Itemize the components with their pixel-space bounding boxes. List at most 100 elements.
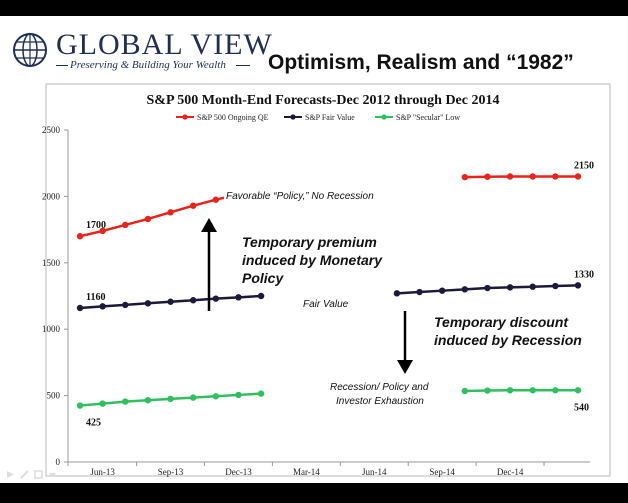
series-point xyxy=(99,400,106,407)
series-point xyxy=(529,283,536,290)
series-point xyxy=(484,284,491,292)
annotation-premium-2: induced by Monetary xyxy=(242,252,383,268)
series-point xyxy=(189,202,197,209)
series-point xyxy=(484,387,491,394)
series-point xyxy=(212,295,220,302)
brand-rule xyxy=(56,65,68,66)
series-point xyxy=(189,394,197,401)
page-icon[interactable] xyxy=(34,470,43,479)
chart-frame xyxy=(45,83,611,477)
pen-icon[interactable] xyxy=(20,470,29,479)
series-point xyxy=(461,173,469,181)
series-point xyxy=(529,173,536,180)
series-point xyxy=(506,387,514,394)
series-point xyxy=(122,398,129,405)
x-tick-label: Sep-14 xyxy=(429,467,455,477)
annotation-fair-value: Fair Value xyxy=(303,299,349,310)
legend-marker xyxy=(381,114,387,120)
series-point xyxy=(552,387,559,394)
series-point xyxy=(529,387,536,394)
series-point xyxy=(76,402,84,409)
series-point xyxy=(552,282,559,290)
series-point xyxy=(122,301,129,309)
y-tick-label: 0 xyxy=(56,457,61,467)
legend-label: S&P Fair Value xyxy=(305,113,355,122)
annotation-premium-3: Policy xyxy=(242,270,284,286)
series-point xyxy=(461,387,469,395)
series-layer xyxy=(76,173,582,409)
x-tick-label: Sep-13 xyxy=(158,467,184,477)
series-point xyxy=(144,397,152,404)
series-line xyxy=(464,389,578,393)
x-tick-label: Jun-13 xyxy=(90,467,115,477)
series-point xyxy=(235,391,242,399)
globe-icon xyxy=(13,33,47,67)
menu-icon[interactable] xyxy=(48,470,57,479)
series-line xyxy=(464,175,578,179)
series-point xyxy=(167,209,174,216)
slide-toolbar[interactable] xyxy=(6,468,66,480)
series-point xyxy=(574,387,582,394)
series-point xyxy=(257,390,265,397)
series-point xyxy=(76,304,84,312)
series-point xyxy=(189,297,197,304)
series-point xyxy=(99,227,106,235)
y-tick-label: 1500 xyxy=(42,258,61,268)
brand-name: GLOBAL VIEW xyxy=(56,28,273,61)
legend-label: S&P 500 Ongoing QE xyxy=(197,113,269,122)
slide-title: Optimism, Realism and “1982” xyxy=(268,51,574,74)
legend-marker xyxy=(182,114,188,120)
annotation-discount-2: induced by Recession xyxy=(434,332,582,348)
brand-rule xyxy=(236,65,250,66)
series-point xyxy=(99,303,106,310)
chart-title: S&P 500 Month-End Forecasts-Dec 2012 thr… xyxy=(147,93,500,108)
arrow-up-head xyxy=(201,218,217,232)
annotation-recession-2: Investor Exhaustion xyxy=(336,396,424,407)
legend-marker xyxy=(290,114,296,120)
data-label: 425 xyxy=(86,418,101,429)
series-point xyxy=(167,298,174,305)
series-point xyxy=(461,286,469,293)
legend-label: S&P "Secular" Low xyxy=(396,113,460,122)
series-point xyxy=(212,196,220,203)
data-label: 1700 xyxy=(86,220,106,231)
annotation-backdrop xyxy=(298,296,358,310)
series-point xyxy=(484,173,491,180)
annotation-favorable: Favorable “Policy,” No Recession xyxy=(226,191,374,202)
annotation-discount-1: Temporary discount xyxy=(434,314,569,330)
data-label: 2150 xyxy=(574,160,594,171)
brand-tagline: Preserving & Building Your Wealth xyxy=(70,59,226,71)
series-point xyxy=(167,395,174,403)
data-label: 1330 xyxy=(574,269,594,280)
x-tick-label: Jun-14 xyxy=(362,467,387,477)
arrow-icon[interactable] xyxy=(6,470,15,479)
series-point xyxy=(122,221,129,229)
data-label: 1160 xyxy=(86,292,105,303)
series-point xyxy=(574,173,582,180)
series-point xyxy=(393,290,401,297)
x-tick-label: Mar-14 xyxy=(293,467,320,477)
series-point xyxy=(235,294,242,301)
annotation-recession-1: Recession/ Policy and xyxy=(330,382,429,393)
series-point xyxy=(76,233,84,240)
x-tick-label: Dec-14 xyxy=(497,467,524,477)
data-labels: 1700 1160 425 2150 1330 540 xyxy=(86,160,594,428)
brand-logo: GLOBAL VIEW Preserving & Building Your W… xyxy=(12,28,272,82)
series-point xyxy=(212,393,220,400)
y-tick-label: 500 xyxy=(47,391,61,401)
series-point xyxy=(506,173,514,180)
series-point xyxy=(416,288,423,296)
arrow-down-head xyxy=(397,360,413,374)
data-label: 540 xyxy=(574,402,589,413)
series-point xyxy=(257,292,265,300)
y-tick-label: 2000 xyxy=(42,191,61,201)
forecast-chart: S&P 500 Month-End Forecasts-Dec 2012 thr… xyxy=(42,83,611,477)
series-point xyxy=(438,287,446,294)
series-point xyxy=(552,173,559,180)
y-tick-label: 1000 xyxy=(42,324,61,334)
chart-legend: S&P 500 Ongoing QE S&P Fair Value S&P "Sec… xyxy=(176,113,460,122)
slide: GLOBAL VIEW Preserving & Building Your W… xyxy=(0,16,628,483)
annotation-premium-1: Temporary premium xyxy=(242,234,377,250)
y-tick-label: 2500 xyxy=(42,125,61,135)
series-point xyxy=(574,282,582,289)
